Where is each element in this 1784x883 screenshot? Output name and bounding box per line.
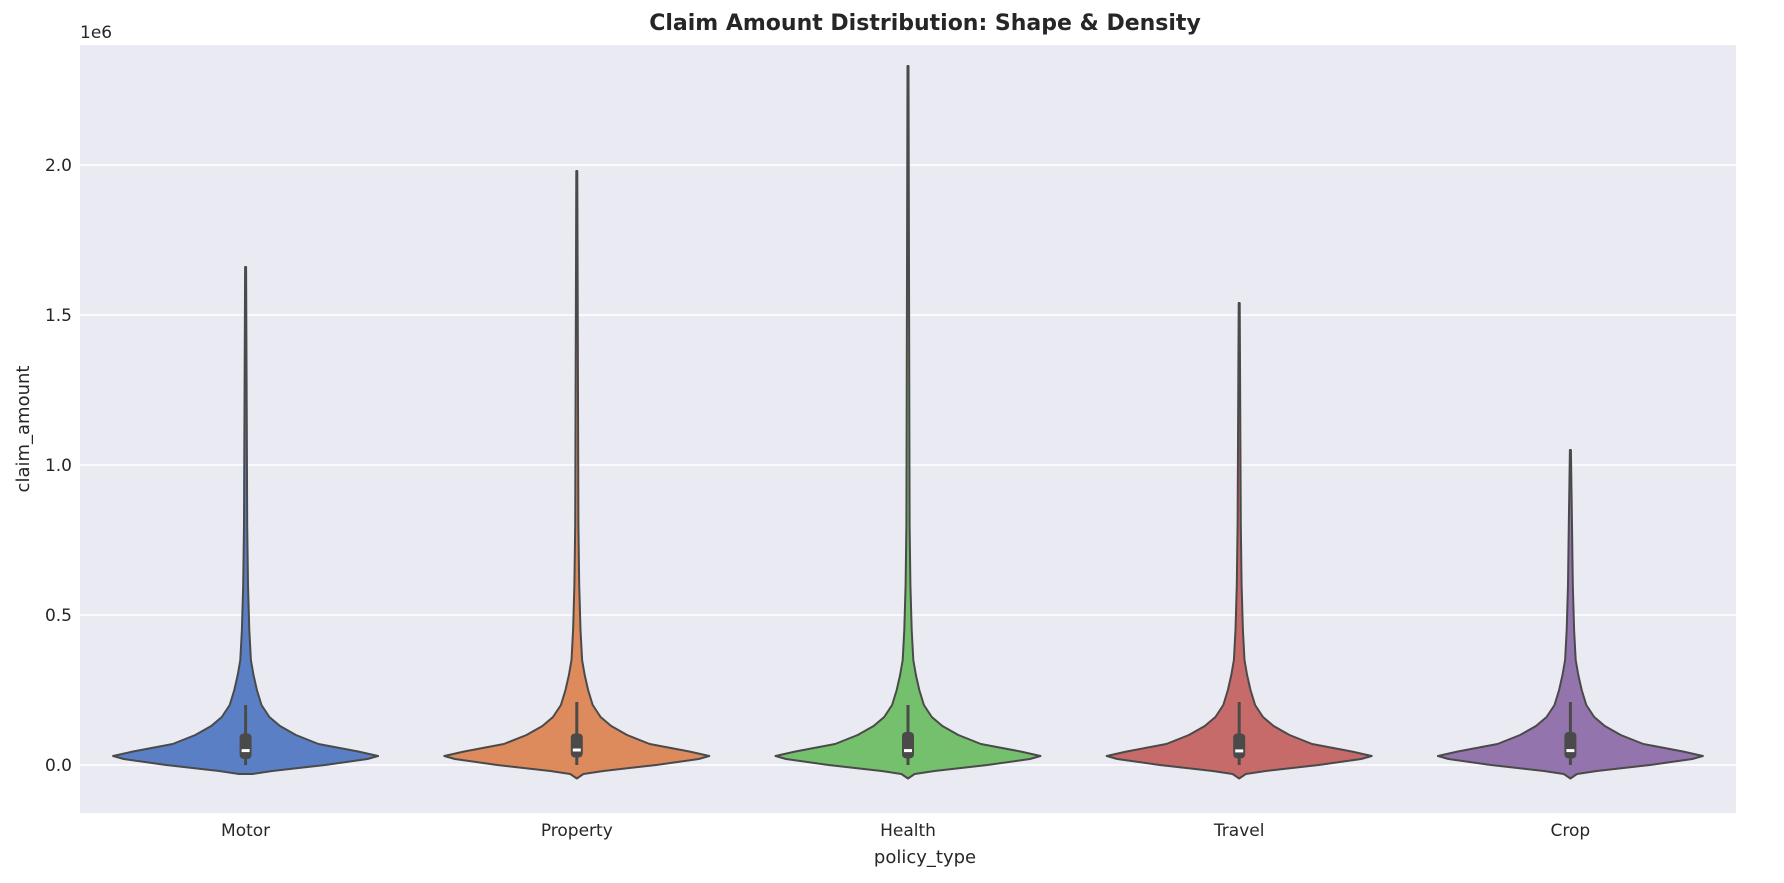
- violin-iqr-box: [902, 732, 914, 759]
- x-tick-labels: Motor Property Health Travel Crop: [221, 821, 1590, 841]
- violin-body: [774, 65, 1042, 780]
- violin-body: [1436, 449, 1704, 780]
- violin-body: [443, 170, 711, 780]
- violin-body: [112, 266, 380, 775]
- x-tick-label: Property: [541, 821, 613, 841]
- y-tick-label: 2.0: [45, 156, 72, 176]
- violin-iqr-box: [1564, 732, 1577, 759]
- y-tick-label: 0.0: [45, 756, 72, 776]
- chart-title: Claim Amount Distribution: Shape & Densi…: [649, 11, 1201, 36]
- y-tick-label: 1.5: [45, 306, 72, 326]
- x-tick-label: Motor: [221, 821, 270, 841]
- violin-iqr-box: [239, 733, 252, 759]
- y-axis-label: claim_amount: [13, 366, 34, 493]
- y-tick-labels: 0.0 0.5 1.0 1.5 2.0: [45, 156, 72, 776]
- violin-body: [1105, 302, 1373, 780]
- y-tick-label: 1.0: [45, 456, 72, 476]
- x-axis-label: policy_type: [874, 847, 976, 868]
- y-tick-label: 0.5: [45, 606, 72, 626]
- x-tick-label: Health: [880, 821, 936, 841]
- x-tick-label: Crop: [1551, 821, 1591, 841]
- violin-iqr-box: [1233, 733, 1246, 759]
- violins: [112, 65, 1704, 780]
- violin-iqr-box: [570, 733, 583, 758]
- x-tick-label: Travel: [1213, 821, 1265, 841]
- y-offset-label: 1e6: [80, 23, 112, 43]
